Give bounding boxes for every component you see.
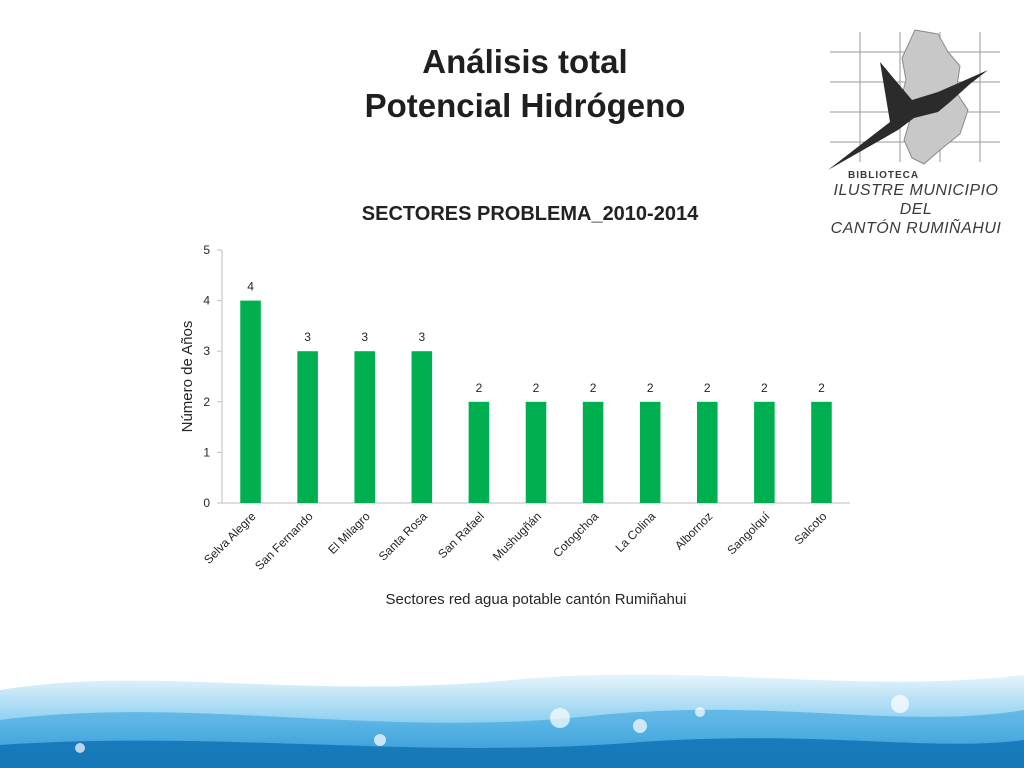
slide-title: Análisis total Potencial Hidrógeno <box>260 40 790 128</box>
bar <box>582 401 604 503</box>
y-tick-label: 4 <box>203 294 210 308</box>
data-label: 3 <box>361 330 368 344</box>
data-label: 3 <box>304 330 311 344</box>
bar <box>354 351 376 503</box>
bar <box>468 401 490 503</box>
water-footer-image <box>0 674 1024 768</box>
y-tick-label: 5 <box>203 243 210 257</box>
x-tick-label: Santa Rosa <box>376 509 430 563</box>
bar <box>525 401 547 503</box>
data-label: 2 <box>476 381 483 395</box>
logo-line-2: ILUSTRE MUNICIPIO DEL <box>833 182 999 218</box>
data-label: 3 <box>418 330 425 344</box>
logo-line-3: CANTÓN RUMIÑAHUI <box>830 220 1002 237</box>
x-tick-label: El Milagro <box>325 509 373 557</box>
x-tick-label: La Colina <box>613 509 659 555</box>
y-tick-label: 2 <box>203 395 210 409</box>
chart-title: SECTORES PROBLEMA_2010-2014 <box>361 203 699 225</box>
x-tick-label: San Rafael <box>435 509 487 561</box>
bar <box>754 401 775 503</box>
slide-title-line-1: Análisis total <box>422 43 628 80</box>
bar-chart: 0 1 2 3 4 5 4 Selva Alegre 3 San Fernando 3 El Mila… <box>179 243 850 608</box>
logo-line-1: BIBLIOTECA <box>848 170 920 181</box>
bar <box>297 351 318 503</box>
data-label: 2 <box>761 381 768 395</box>
y-tick-label: 1 <box>203 445 210 459</box>
y-axis-title: Número de Años <box>179 321 196 433</box>
data-label: 2 <box>818 381 825 395</box>
x-tick-label: Albornoz <box>672 509 715 552</box>
x-tick-label: Sangolquí <box>724 509 773 558</box>
data-label: 4 <box>247 280 254 294</box>
y-tick-label: 3 <box>203 344 210 358</box>
y-tick-label: 0 <box>203 496 210 510</box>
x-axis-title: Sectores red agua potable cantón Rumiñah… <box>385 591 686 608</box>
hummingbird-icon <box>828 62 988 170</box>
x-tick-label: Cotogchoa <box>550 509 601 560</box>
library-logo-text: BIBLIOTECA ILUSTRE MUNICIPIO DEL CANTÓN … <box>826 170 1006 238</box>
bar <box>411 351 433 503</box>
bar <box>696 401 718 503</box>
data-label: 2 <box>590 381 597 395</box>
data-label: 2 <box>647 381 654 395</box>
bar <box>240 300 261 503</box>
bar <box>639 401 661 503</box>
data-label: 2 <box>704 381 711 395</box>
data-label: 2 <box>533 381 540 395</box>
bar <box>811 401 832 503</box>
x-tick-label: Mushugñán <box>490 509 544 563</box>
x-tick-label: San Fernando <box>252 509 316 573</box>
library-logo <box>828 29 1000 170</box>
x-tick-label: Salcoto <box>791 509 829 547</box>
x-tick-label: Selva Alegre <box>201 509 259 567</box>
slide-title-line-2: Potencial Hidrógeno <box>364 87 686 124</box>
